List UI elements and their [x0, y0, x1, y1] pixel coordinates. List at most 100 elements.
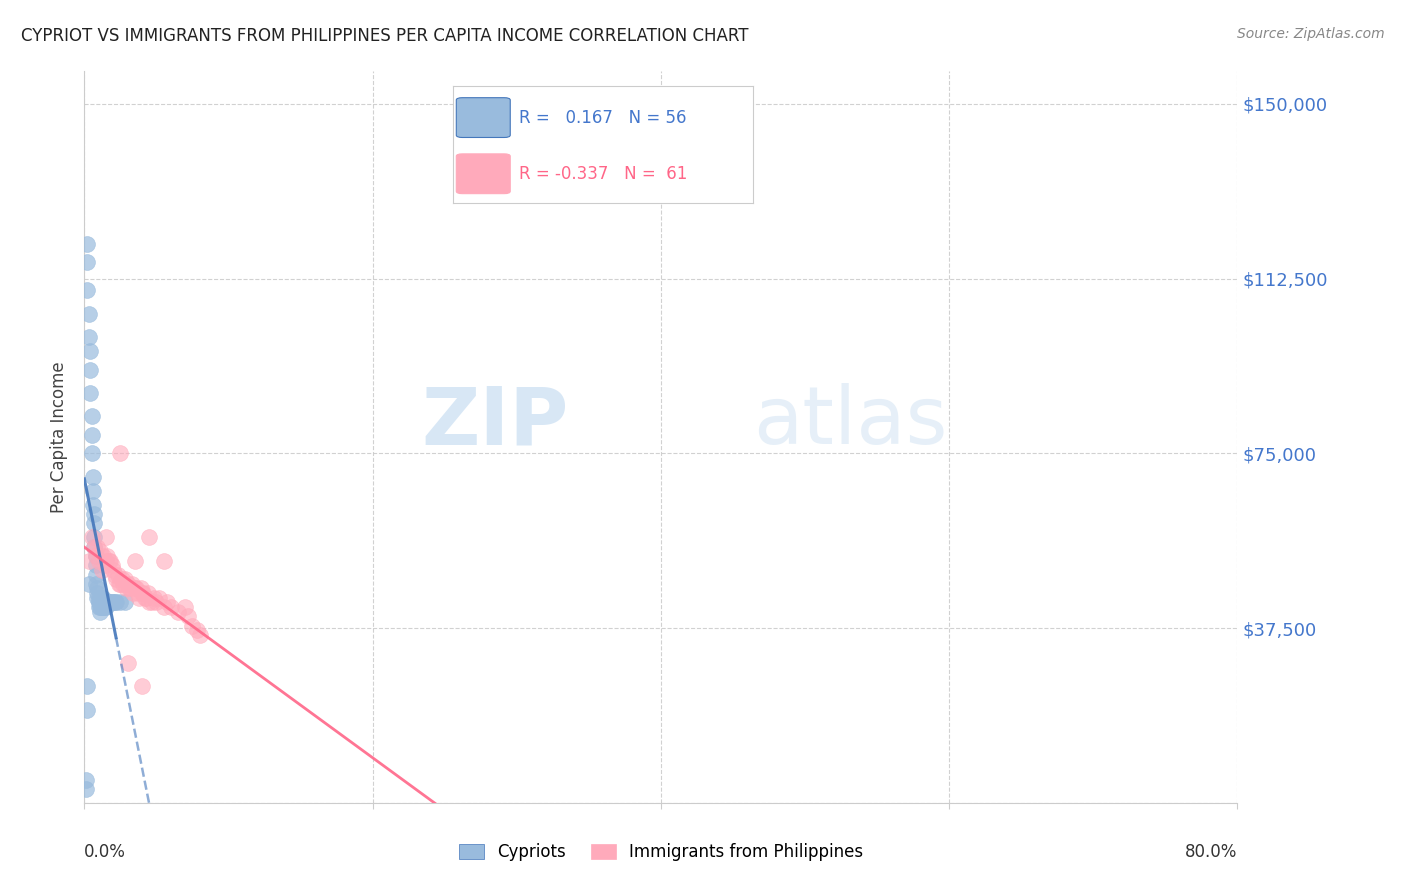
Point	[174, 600, 197, 615]
Point	[127, 586, 149, 600]
Point	[105, 595, 128, 609]
Point	[93, 595, 115, 609]
Point	[177, 609, 200, 624]
Point	[77, 307, 100, 321]
Point	[112, 577, 135, 591]
Point	[132, 586, 155, 600]
Point	[100, 558, 122, 573]
Point	[90, 591, 112, 605]
Point	[76, 255, 98, 269]
Point	[87, 595, 110, 609]
Point	[138, 530, 160, 544]
Point	[142, 591, 165, 605]
Point	[86, 591, 108, 605]
Point	[79, 362, 101, 376]
Point	[94, 553, 117, 567]
Point	[77, 577, 100, 591]
Point	[80, 427, 103, 442]
Point	[80, 409, 103, 423]
Point	[124, 582, 146, 596]
Point	[152, 553, 174, 567]
Point	[87, 553, 110, 567]
Point	[138, 595, 160, 609]
Point	[76, 236, 98, 251]
Point	[90, 600, 112, 615]
Point	[110, 446, 132, 460]
Point	[75, 772, 97, 787]
Point	[94, 530, 117, 544]
Point	[94, 595, 117, 609]
Point	[135, 591, 157, 605]
Point	[75, 781, 97, 796]
Point	[117, 656, 139, 670]
Point	[155, 595, 177, 609]
Y-axis label: Per Capita Income: Per Capita Income	[51, 361, 69, 513]
Point	[114, 595, 136, 609]
Point	[89, 595, 111, 609]
Point	[108, 577, 131, 591]
Point	[110, 577, 132, 591]
Point	[80, 530, 103, 544]
Point	[90, 563, 112, 577]
Point	[93, 558, 115, 573]
Point	[117, 577, 139, 591]
Point	[111, 572, 134, 586]
Text: ZIP: ZIP	[422, 384, 568, 461]
Point	[129, 582, 152, 596]
Point	[91, 591, 114, 605]
Point	[131, 679, 153, 693]
Point	[79, 343, 101, 358]
Point	[152, 600, 174, 615]
Point	[124, 553, 146, 567]
Point	[134, 591, 156, 605]
Point	[115, 582, 138, 596]
Point	[104, 595, 127, 609]
Text: CYPRIOT VS IMMIGRANTS FROM PHILIPPINES PER CAPITA INCOME CORRELATION CHART: CYPRIOT VS IMMIGRANTS FROM PHILIPPINES P…	[21, 27, 748, 45]
Point	[167, 605, 190, 619]
Point	[110, 595, 132, 609]
Point	[100, 595, 122, 609]
Point	[82, 498, 104, 512]
Point	[83, 530, 105, 544]
Point	[131, 586, 153, 600]
Point	[80, 446, 103, 460]
Point	[83, 540, 105, 554]
Text: 80.0%: 80.0%	[1185, 843, 1237, 861]
Point	[103, 563, 124, 577]
Point	[82, 483, 104, 498]
Point	[86, 582, 108, 596]
Point	[103, 595, 124, 609]
Point	[91, 600, 114, 615]
Point	[105, 572, 128, 586]
Point	[84, 577, 107, 591]
Point	[160, 600, 183, 615]
Point	[186, 624, 208, 638]
Point	[148, 591, 170, 605]
Point	[84, 549, 107, 563]
Point	[121, 577, 143, 591]
Point	[76, 679, 98, 693]
Point	[83, 540, 105, 554]
Point	[141, 595, 163, 609]
Point	[87, 600, 110, 615]
Point	[96, 549, 118, 563]
Point	[125, 582, 148, 596]
Point	[181, 619, 204, 633]
Point	[77, 553, 100, 567]
Point	[93, 600, 115, 615]
Point	[79, 385, 101, 400]
Point	[84, 549, 107, 563]
Point	[89, 544, 111, 558]
Point	[98, 595, 121, 609]
Point	[86, 540, 108, 554]
Point	[91, 595, 114, 609]
Point	[86, 586, 108, 600]
Point	[104, 567, 127, 582]
Text: atlas: atlas	[754, 384, 948, 461]
Point	[83, 507, 105, 521]
Point	[122, 586, 145, 600]
Point	[107, 567, 129, 582]
Point	[98, 553, 121, 567]
Point	[84, 567, 107, 582]
Point	[76, 283, 98, 297]
